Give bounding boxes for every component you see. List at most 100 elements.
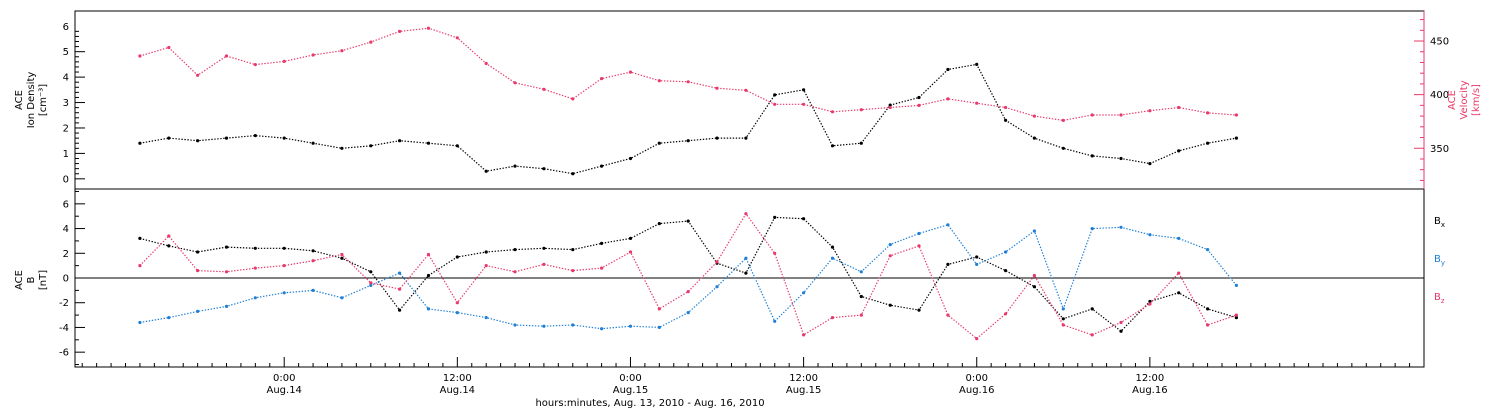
bz-point — [917, 244, 921, 248]
ion-density-point — [773, 93, 777, 97]
bottom-tick-label: 0 — [63, 274, 69, 285]
by-point — [802, 291, 806, 295]
bz-point — [196, 269, 200, 273]
by-point — [196, 309, 200, 313]
by-point — [946, 223, 950, 227]
ion-density-point — [138, 141, 142, 145]
velocity-point — [398, 29, 402, 33]
velocity-point — [657, 79, 661, 83]
x-tick-label-time: 0:00 — [273, 373, 295, 384]
ion-density-point — [600, 164, 604, 168]
velocity-point — [340, 49, 344, 53]
velocity-point — [1004, 105, 1008, 110]
velocity-point — [138, 54, 142, 58]
ion-density-point — [859, 141, 863, 145]
by-point — [628, 324, 633, 328]
by-point — [600, 327, 604, 331]
velocity-point — [1061, 118, 1065, 122]
top-left-tick-label: 1 — [63, 149, 69, 160]
velocity-point — [224, 54, 229, 58]
by-point — [282, 291, 286, 295]
bx-point — [571, 248, 575, 252]
top-ylabel-left-line1: ACE — [14, 90, 25, 110]
velocity-point — [628, 70, 633, 74]
bx-point — [946, 262, 950, 266]
x-tick-label-date: Aug.14 — [440, 385, 475, 396]
bx-point — [888, 303, 892, 307]
velocity-point — [369, 40, 373, 44]
by-point — [1061, 307, 1065, 311]
ion-density-point — [657, 141, 661, 145]
ion-density-point — [571, 172, 575, 176]
bz-point — [657, 307, 661, 311]
bz-point — [1177, 271, 1181, 275]
legend-bz: Bz — [1434, 292, 1445, 305]
by-point — [311, 288, 315, 292]
by-point — [1177, 236, 1181, 240]
bx-point — [657, 222, 661, 226]
velocity-point — [282, 59, 286, 64]
top-right-tick-label: 400 — [1430, 90, 1449, 101]
by-point — [686, 311, 690, 315]
bz-point — [167, 234, 171, 238]
by-point — [398, 271, 402, 275]
bx-point — [859, 294, 863, 299]
bx-point — [1032, 285, 1036, 289]
x-tick-label-date: Aug.16 — [1132, 385, 1167, 396]
velocity-point — [715, 86, 719, 90]
ion-density-series — [138, 62, 1238, 176]
x-tick-label-time: 12:00 — [789, 373, 818, 384]
velocity-point — [1032, 114, 1036, 118]
by-point — [830, 256, 835, 260]
bz-point — [628, 250, 633, 254]
ion-density-point — [1206, 141, 1210, 145]
bx-point — [253, 246, 257, 250]
ion-density-point — [253, 134, 257, 138]
bx-point — [484, 250, 488, 254]
velocity-point — [600, 77, 604, 81]
bx-point — [1061, 317, 1065, 321]
bottom-tick-label: 2 — [63, 249, 69, 260]
top-left-tick-label: 6 — [63, 22, 69, 33]
velocity-point — [513, 81, 517, 85]
by-point — [744, 256, 748, 260]
bz-series — [138, 212, 1238, 341]
top-left-tick-label: 5 — [63, 47, 69, 58]
tick-labels: 0:00Aug.1412:00Aug.140:00Aug.1512:00Aug.… — [59, 22, 1449, 396]
bz-point — [542, 262, 546, 266]
velocity-point — [888, 105, 892, 110]
top-right-tick-label: 450 — [1430, 37, 1449, 48]
ion-density-point — [398, 139, 402, 143]
bz-point — [253, 266, 257, 270]
bx-point — [340, 256, 344, 260]
bx-point — [1177, 291, 1181, 295]
ion-density-point — [484, 169, 488, 173]
bz-point — [138, 264, 142, 268]
velocity-point — [773, 102, 777, 106]
bz-point — [686, 290, 690, 294]
ion-density-point — [1090, 154, 1094, 158]
ion-density-point — [744, 136, 748, 140]
ion-density-point — [975, 62, 979, 66]
x-tick-label-time: 0:00 — [619, 373, 641, 384]
bz-point — [484, 264, 488, 268]
bx-point — [224, 245, 229, 249]
ion-density-point — [1148, 162, 1152, 166]
by-point — [657, 325, 661, 329]
by-point — [138, 320, 142, 325]
bx-point — [744, 271, 748, 275]
bx-point — [600, 241, 604, 245]
velocity-point — [1119, 113, 1123, 117]
velocity-point — [1177, 105, 1181, 110]
x-axis-title: hours:minutes, Aug. 13, 2010 - Aug. 16, … — [535, 398, 764, 409]
ion-density-point — [340, 146, 344, 150]
bx-point — [426, 273, 431, 278]
bz-point — [744, 212, 748, 216]
bx-point — [513, 248, 517, 252]
bz-point — [600, 266, 604, 270]
velocity-point — [542, 87, 546, 91]
top-left-tick-label: 3 — [63, 98, 69, 109]
by-point — [1004, 250, 1008, 254]
top-ylabel-right-line2: Velocity — [1459, 80, 1470, 119]
ion-density-point — [1177, 149, 1181, 153]
